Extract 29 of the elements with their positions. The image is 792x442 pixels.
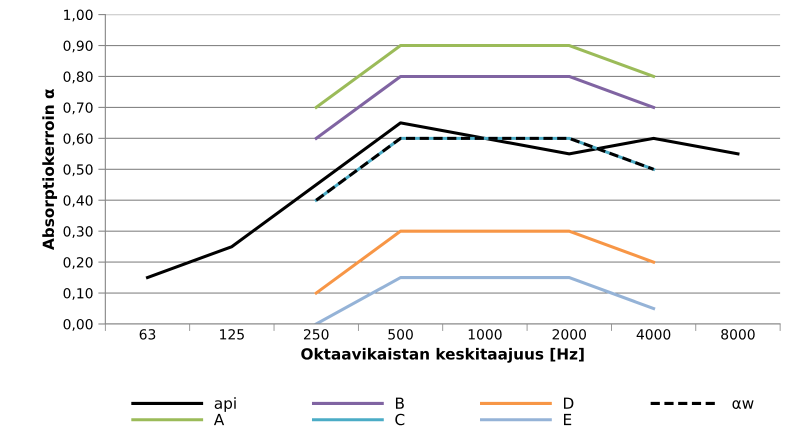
y-tick-label: 0,30 — [64, 226, 93, 238]
y-tick-label: 0,40 — [64, 195, 93, 208]
x-tick-label: 2000 — [552, 329, 586, 340]
y-axis-title: Absorptiokerroin α — [42, 89, 58, 250]
y-tick-label: 0,60 — [64, 133, 93, 146]
legend-label: E — [564, 414, 572, 426]
x-tick-label: 250 — [304, 329, 329, 340]
y-tick-label: 0,10 — [64, 288, 93, 300]
y-tick-label: 0,00 — [64, 318, 93, 331]
line-series — [146, 121, 740, 280]
x-tick-label: 125 — [220, 329, 244, 340]
y-tick-label: 0,80 — [64, 71, 93, 84]
y-tick-label: 0,20 — [64, 257, 93, 269]
x-tick-label: 4000 — [636, 329, 670, 340]
x-axis-title: Oktaavikaistan keskitaajuus [Hz] — [301, 348, 584, 363]
legend-label: B — [396, 398, 404, 409]
x-tick-label: 63 — [140, 329, 156, 340]
y-tick-label: 0,90 — [64, 40, 93, 52]
legend-label: C — [395, 414, 404, 426]
legend-label: A — [214, 414, 224, 426]
legend-label: D — [564, 398, 574, 409]
legend-label: api — [214, 397, 236, 412]
x-tick-label: 500 — [388, 329, 413, 340]
x-tick-label: 1000 — [468, 329, 502, 340]
legend-label: αw — [732, 400, 754, 409]
y-tick-label: 1,00 — [64, 10, 93, 22]
y-tick-label: 0,70 — [64, 102, 93, 114]
y-tick-label: 0,50 — [64, 164, 93, 176]
x-tick-label: 8000 — [721, 329, 755, 340]
